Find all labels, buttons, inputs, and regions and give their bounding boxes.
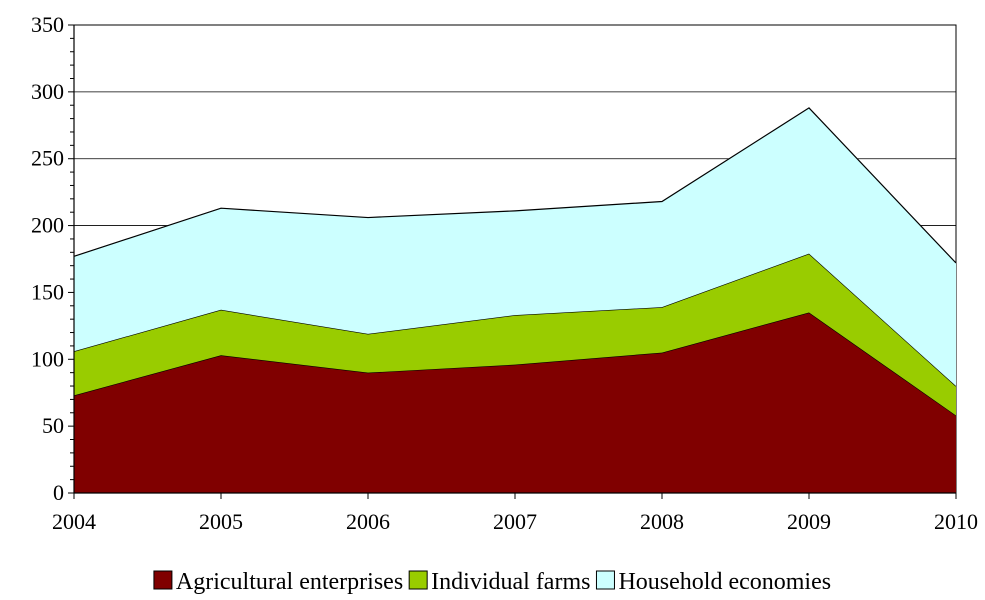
x-tick-label: 2010 [934,509,978,534]
y-tick-label: 100 [31,346,64,371]
x-tick-label: 2007 [493,509,537,534]
x-tick-label: 2006 [346,509,390,534]
y-tick-label: 50 [42,413,64,438]
axes [68,24,957,499]
legend-label: Individual farms [431,569,590,595]
x-tick-label: 2004 [52,509,96,534]
y-tick-label: 250 [31,146,64,171]
y-tick-label: 0 [53,480,64,505]
y-tick-label: 300 [31,79,64,104]
legend-item: Household economies [595,569,831,595]
area-series-3 [74,107,956,387]
legend-item: Agricultural enterprises [153,569,403,595]
x-tick-label: 2009 [787,509,831,534]
series-top-line-3 [73,107,957,264]
legend-swatch [408,570,428,590]
y-tick-label: 150 [31,279,64,304]
x-tick-label: 2008 [640,509,684,534]
plot-areas [73,107,957,493]
legend-item: Individual farms [408,569,590,595]
x-tick-label: 2005 [199,509,243,534]
y-tick-label: 350 [31,12,64,37]
tick-labels: 0 50 100 150 200 250 300 350 2004 2005 2006 2007 200… [31,12,978,534]
area-series-2 [74,253,956,416]
y-tick-label: 200 [31,213,64,238]
legend-swatch [595,570,615,590]
area-series-1 [74,312,956,493]
legend-swatch [153,570,173,590]
legend: Agricultural enterprises Individual farms… [153,569,831,595]
legend-label: Household economies [618,569,831,595]
legend-label: Agricultural enterprises [176,569,403,595]
